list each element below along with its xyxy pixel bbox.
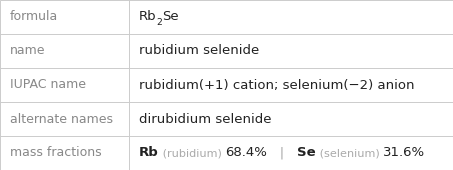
Text: |: | <box>267 147 297 159</box>
Text: Se: Se <box>163 11 179 23</box>
Text: IUPAC name: IUPAC name <box>10 79 86 91</box>
Text: 31.6%: 31.6% <box>383 147 425 159</box>
Text: Se: Se <box>297 147 316 159</box>
Text: (selenium): (selenium) <box>316 148 383 158</box>
Text: name: name <box>10 45 45 57</box>
Text: rubidium(+1) cation; selenium(−2) anion: rubidium(+1) cation; selenium(−2) anion <box>139 79 414 91</box>
Text: (rubidium): (rubidium) <box>159 148 225 158</box>
Text: alternate names: alternate names <box>10 113 113 125</box>
Text: 2: 2 <box>157 18 163 27</box>
Text: dirubidium selenide: dirubidium selenide <box>139 113 271 125</box>
Text: mass fractions: mass fractions <box>10 147 101 159</box>
Text: formula: formula <box>10 11 58 23</box>
Text: rubidium selenide: rubidium selenide <box>139 45 259 57</box>
Text: Rb: Rb <box>139 11 157 23</box>
Text: 68.4%: 68.4% <box>225 147 267 159</box>
Text: Rb: Rb <box>139 147 159 159</box>
